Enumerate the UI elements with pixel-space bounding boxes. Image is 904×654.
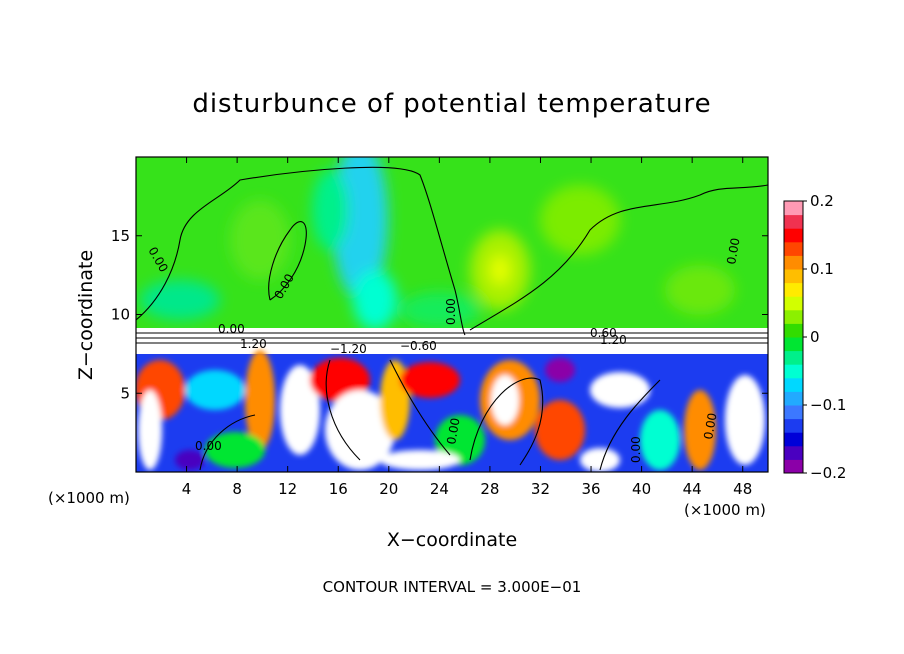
colorbar-swatch bbox=[784, 228, 803, 243]
colorbar-swatch bbox=[784, 445, 803, 460]
colorbar-swatch bbox=[784, 377, 803, 392]
transition-band bbox=[136, 328, 768, 354]
y-tick-label: 10 bbox=[111, 306, 130, 324]
x-tick-label: 4 bbox=[182, 480, 192, 498]
x-tick-label: 28 bbox=[480, 480, 499, 498]
colorbar-tick-label: 0 bbox=[810, 328, 820, 346]
x-tick-label: 44 bbox=[683, 480, 702, 498]
x-unit-label-left: (×1000 m) bbox=[48, 489, 130, 507]
y-axis-label: Z−coordinate bbox=[75, 250, 97, 380]
x-tick-label: 36 bbox=[581, 480, 600, 498]
colorbar-swatch bbox=[784, 432, 803, 447]
colorbar-tick-label: −0.1 bbox=[810, 396, 846, 414]
contour-label: 0.00 bbox=[195, 439, 222, 453]
x-tick-label: 48 bbox=[733, 480, 752, 498]
heatmap-field: 0.00 0.00 0.00 0.00 0.00 0.00 0.00 0.00 … bbox=[136, 157, 768, 472]
contour-label: 0.00 bbox=[218, 322, 245, 336]
x-tick-label: 32 bbox=[531, 480, 550, 498]
contour-label: 1.20 bbox=[240, 337, 267, 351]
contour-lines bbox=[136, 166, 768, 471]
colorbar-swatch bbox=[784, 309, 803, 324]
chart-title: disturbunce of potential temperature bbox=[192, 89, 711, 119]
contour-labels: 0.00 0.00 0.00 0.00 0.00 0.00 0.00 0.00 … bbox=[145, 237, 742, 463]
contour-label: 0.00 bbox=[701, 412, 719, 441]
contour-label: 0.00 bbox=[444, 417, 462, 446]
lower-layer-texture bbox=[136, 350, 765, 472]
colorbar-swatch bbox=[784, 337, 803, 352]
x-tick-label: 40 bbox=[632, 480, 651, 498]
contour-label: −0.60 bbox=[400, 339, 437, 353]
colorbar-tick-label: 0.1 bbox=[810, 260, 834, 278]
upper-layer-texture bbox=[140, 157, 735, 330]
y-tick-label: 5 bbox=[120, 384, 130, 402]
colorbar-swatch bbox=[784, 201, 803, 216]
colorbar-swatch bbox=[784, 418, 803, 433]
colorbar-swatch bbox=[784, 269, 803, 284]
colorbar-swatch bbox=[784, 296, 803, 311]
x-tick-label: 12 bbox=[278, 480, 297, 498]
x-tick-label: 16 bbox=[329, 480, 348, 498]
contour-interval-note: CONTOUR INTERVAL = 3.000E−01 bbox=[323, 578, 582, 596]
x-tick-label: 8 bbox=[232, 480, 242, 498]
colorbar-ticks: 0.2 0.1 0 −0.1 −0.2 bbox=[803, 192, 846, 482]
colorbar-swatch bbox=[784, 405, 803, 420]
x-axis: 4 8 12 16 20 24 28 32 36 40 44 48 bbox=[182, 157, 752, 498]
colorbar-swatch bbox=[784, 323, 803, 338]
contour-label: 0.00 bbox=[444, 298, 458, 325]
x-tick-label: 24 bbox=[430, 480, 449, 498]
contour-label: 0.00 bbox=[629, 436, 643, 463]
colorbar-swatch bbox=[784, 391, 803, 406]
x-tick-label: 20 bbox=[379, 480, 398, 498]
contour-label: 1.20 bbox=[600, 333, 627, 347]
colorbar-tick-label: −0.2 bbox=[810, 464, 846, 482]
colorbar-swatch bbox=[784, 282, 803, 297]
colorbar-swatch bbox=[784, 255, 803, 270]
contour-label: 0.60 bbox=[590, 326, 617, 340]
y-axis: 5 10 15 bbox=[111, 227, 768, 402]
x-unit-label-right: (×1000 m) bbox=[684, 501, 766, 519]
colorbar-swatch bbox=[784, 364, 803, 379]
colorbar-swatch bbox=[784, 214, 803, 229]
x-axis-label: X−coordinate bbox=[387, 529, 517, 551]
y-tick-label: 15 bbox=[111, 227, 130, 245]
contour-label: −1.20 bbox=[330, 342, 367, 356]
contour-label: 0.00 bbox=[724, 237, 742, 266]
colorbar bbox=[784, 201, 803, 474]
colorbar-swatch bbox=[784, 350, 803, 365]
colorbar-tick-label: 0.2 bbox=[810, 192, 834, 210]
colorbar-swatch bbox=[784, 241, 803, 256]
colorbar-swatch bbox=[784, 459, 803, 474]
